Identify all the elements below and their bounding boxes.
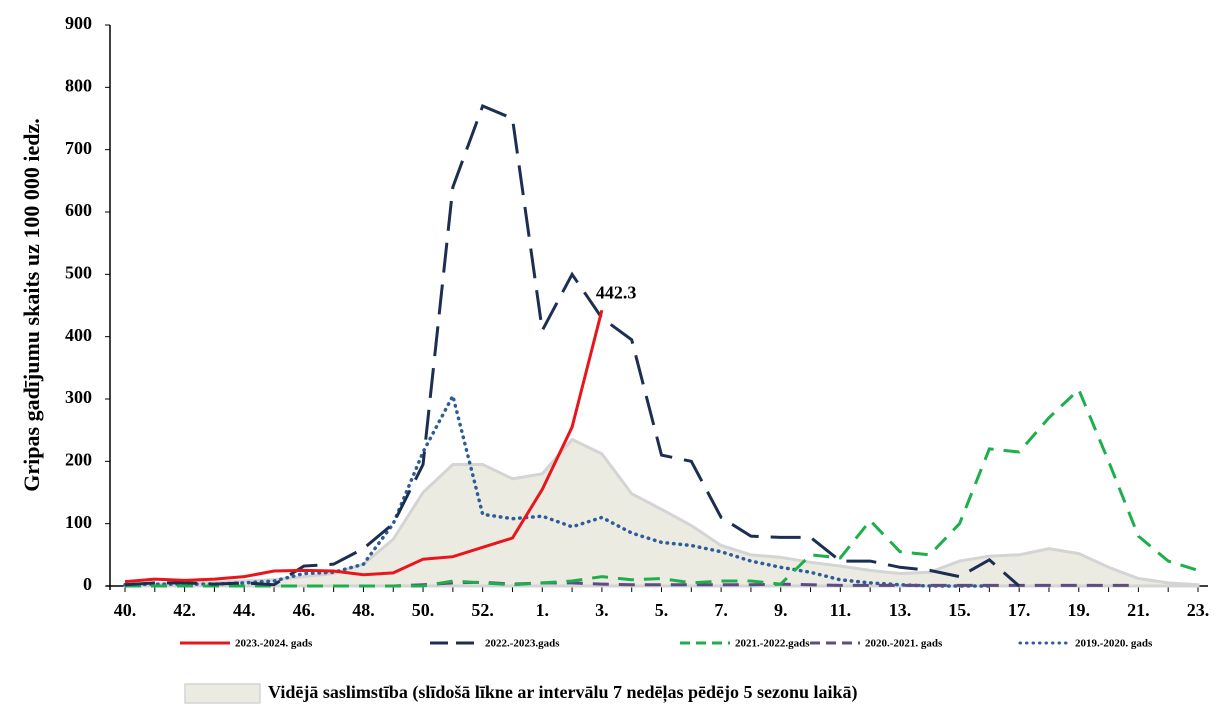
series-line (125, 387, 1199, 588)
x-tick-label: 23. (1187, 600, 1210, 620)
x-tick-label: 52. (471, 600, 494, 620)
x-tick-label: 21. (1127, 600, 1150, 620)
legend-swatch (184, 683, 261, 704)
series-line (124, 309, 604, 584)
legend-label: 2021.-2022.gads (735, 638, 810, 650)
x-tick-label: 7. (714, 600, 728, 620)
x-tick-label: 11. (830, 600, 852, 620)
data-label: 442.3 (596, 282, 637, 302)
x-tick-label: 48. (352, 600, 375, 620)
y-tick-label: 100 (65, 512, 92, 532)
x-tick-label: 17. (1008, 600, 1031, 620)
x-tick-label: 40. (114, 600, 137, 620)
x-tick-label: 15. (948, 600, 971, 620)
x-tick-label: 44. (233, 600, 256, 620)
y-tick-label: 700 (65, 138, 92, 158)
x-tick-label: 42. (173, 600, 196, 620)
y-tick-label: 800 (65, 75, 92, 95)
legend-label: Vidējā saslimstība (slīdošā līkne ar int… (268, 682, 858, 703)
x-tick-label: 1. (536, 600, 550, 620)
y-tick-label: 300 (65, 387, 92, 407)
legend-label: 2022.-2023.gads (485, 638, 560, 650)
x-tick-label: 19. (1068, 600, 1091, 620)
x-tick-label: 13. (889, 600, 912, 620)
x-tick-label: 5. (655, 600, 669, 620)
average-area (123, 437, 1200, 588)
y-tick-label: 200 (65, 449, 92, 469)
x-tick-label: 50. (412, 600, 435, 620)
x-tick-label: 9. (774, 600, 788, 620)
x-tick-label: 46. (293, 600, 316, 620)
legend-label: 2019.-2020. gads (1075, 638, 1153, 650)
x-tick-label: 3. (595, 600, 609, 620)
y-axis-label: Gripas gadījumu skaits uz 100 000 iedz. (19, 118, 44, 491)
y-tick-label: 600 (65, 200, 92, 220)
y-tick-label: 0 (83, 574, 92, 594)
legend-label: 2020.-2021. gads (865, 638, 943, 650)
y-tick-label: 500 (65, 262, 92, 282)
y-tick-label: 900 (65, 13, 92, 33)
y-tick-label: 400 (65, 325, 92, 345)
series-line (124, 104, 1021, 588)
series-line (123, 391, 992, 588)
legend-label: 2023.-2024. gads (235, 638, 313, 650)
